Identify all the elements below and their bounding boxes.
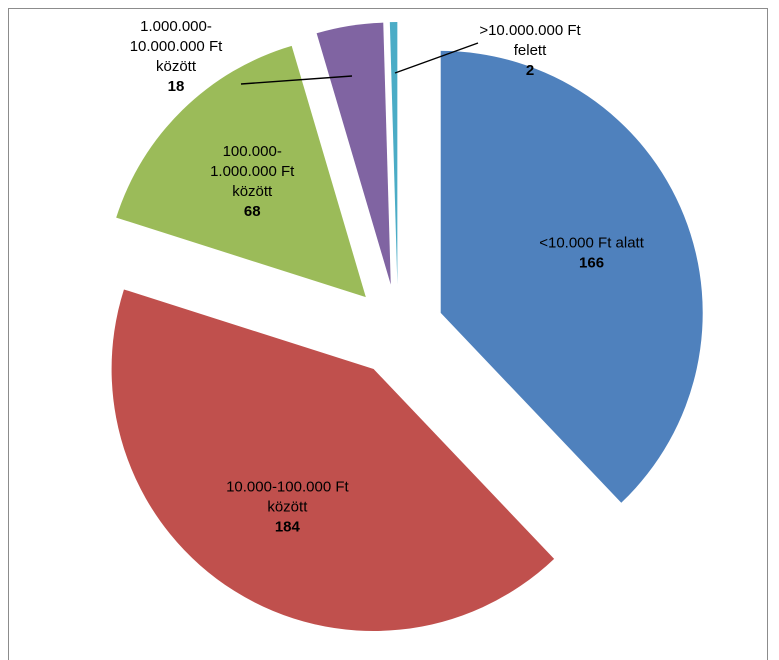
slice-value-text: 68 — [244, 203, 261, 220]
data-label-1: <10.000 Ft alatt 166 — [539, 235, 644, 272]
data-label-4: 1.000.000- 10.000.000 Ft között 18 — [130, 18, 223, 95]
chart-area-border — [8, 8, 768, 660]
slice-value-text: 2 — [526, 62, 534, 79]
slice-label-text: 1.000.000- — [140, 18, 212, 35]
pie-slice-1 — [440, 50, 703, 503]
slice-label-text: 10.000.000 Ft — [130, 38, 223, 55]
slice-label-text: 10.000-100.000 Ft — [226, 479, 349, 496]
slice-label-text: 100.000- — [223, 143, 282, 160]
slice-value-text: 184 — [275, 519, 301, 536]
pie-slice-3 — [116, 45, 366, 298]
slice-label-text: között — [156, 58, 197, 75]
slice-label-text: <10.000 Ft alatt — [539, 235, 644, 252]
data-labels: <10.000 Ft alatt 166 10.000-100.000 Ft közö… — [130, 18, 645, 536]
pie-slices — [111, 22, 703, 631]
pie-slice-4 — [316, 22, 391, 285]
slice-label-text: >10.000.000 Ft — [479, 22, 581, 39]
slice-value-text: 166 — [579, 255, 604, 272]
data-label-3: 100.000- 1.000.000 Ft között 68 — [210, 143, 295, 220]
slice-label-text: felett — [514, 42, 547, 59]
data-label-5: >10.000.000 Ft felett 2 — [479, 22, 581, 79]
leader-line-5 — [394, 42, 479, 74]
data-label-2: 10.000-100.000 Ft között 184 — [226, 479, 349, 536]
slice-label-text: között — [232, 183, 273, 200]
pie-slice-5 — [389, 22, 398, 285]
slice-value-text: 18 — [168, 78, 185, 95]
slice-label-text: között — [267, 499, 308, 516]
slice-label-text: 1.000.000 Ft — [210, 163, 295, 180]
leader-line-4 — [240, 75, 353, 85]
leader-lines — [240, 42, 479, 85]
pie-slice-2 — [111, 289, 555, 631]
